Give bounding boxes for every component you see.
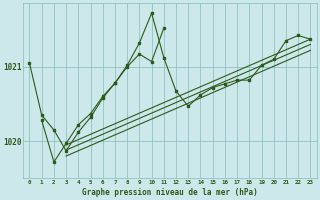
X-axis label: Graphe pression niveau de la mer (hPa): Graphe pression niveau de la mer (hPa)	[82, 188, 258, 197]
